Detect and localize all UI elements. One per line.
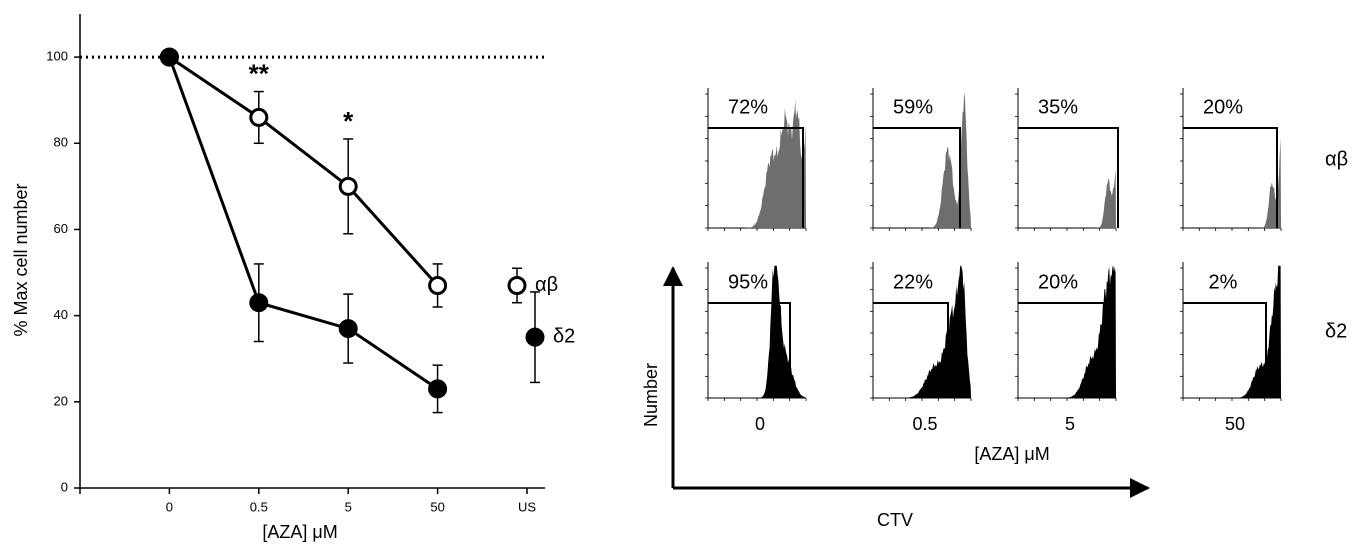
y-tick-label: 60 — [54, 221, 68, 236]
gate-percent: 59% — [893, 96, 933, 118]
x-tick-label: 5 — [345, 499, 352, 514]
histogram — [1018, 169, 1116, 228]
y-tick-label: 80 — [54, 135, 68, 150]
gate-percent: 72% — [728, 96, 768, 118]
x-tick-label: 0.5 — [250, 499, 268, 514]
histogram-xlabel: [AZA] μM — [974, 444, 1049, 464]
series-label: δ2 — [553, 325, 575, 347]
gate-percent: 95% — [728, 271, 768, 293]
data-point — [428, 379, 448, 399]
x-axis-label: [AZA] μM — [262, 522, 337, 542]
gate — [1183, 127, 1278, 228]
histogram — [1183, 138, 1281, 228]
gate-percent: 22% — [893, 271, 933, 293]
series-label: αβ — [535, 274, 558, 296]
histogram — [1183, 265, 1281, 398]
gate-percent: 2% — [1209, 271, 1238, 293]
gate — [1018, 302, 1106, 398]
histogram — [1018, 265, 1116, 398]
ctv-label: CTV — [877, 510, 913, 530]
data-point — [249, 293, 269, 313]
data-point — [338, 319, 358, 339]
y-tick-label: 20 — [54, 393, 68, 408]
series-line — [167, 56, 439, 391]
y-axis-label: % Max cell number — [11, 183, 31, 336]
gate — [708, 302, 791, 398]
row-label: αβ — [1325, 148, 1348, 170]
significance: ** — [249, 58, 270, 88]
column-label: 50 — [1225, 414, 1245, 434]
gate-percent: 20% — [1203, 96, 1243, 118]
gate — [1018, 127, 1119, 228]
data-point — [507, 275, 527, 295]
gate-percent: 20% — [1038, 271, 1078, 293]
gate — [873, 127, 961, 228]
gate — [873, 302, 949, 398]
column-label: 0.5 — [912, 414, 937, 434]
x-tick-label: US — [518, 499, 536, 514]
data-point — [428, 275, 448, 295]
series-line — [168, 55, 439, 287]
gate-percent: 35% — [1038, 96, 1078, 118]
x-tick-label: 0 — [166, 499, 173, 514]
x-tick-label: 50 — [430, 499, 444, 514]
row-label: δ2 — [1325, 320, 1347, 342]
gate — [1183, 302, 1267, 398]
y-tick-label: 40 — [54, 307, 68, 322]
histogram — [873, 91, 971, 228]
y-tick-label: 100 — [46, 49, 68, 64]
column-label: 5 — [1065, 414, 1075, 434]
y-tick-label: 0 — [61, 479, 68, 494]
data-point — [525, 327, 545, 347]
column-label: 0 — [755, 414, 765, 434]
histogram — [708, 265, 806, 398]
data-point — [159, 47, 179, 67]
data-point — [338, 176, 358, 196]
data-point — [249, 107, 269, 127]
histogram — [873, 265, 971, 398]
number-label: Number — [641, 363, 661, 427]
significance: * — [343, 106, 354, 136]
histogram — [708, 100, 806, 228]
gate — [708, 127, 804, 228]
